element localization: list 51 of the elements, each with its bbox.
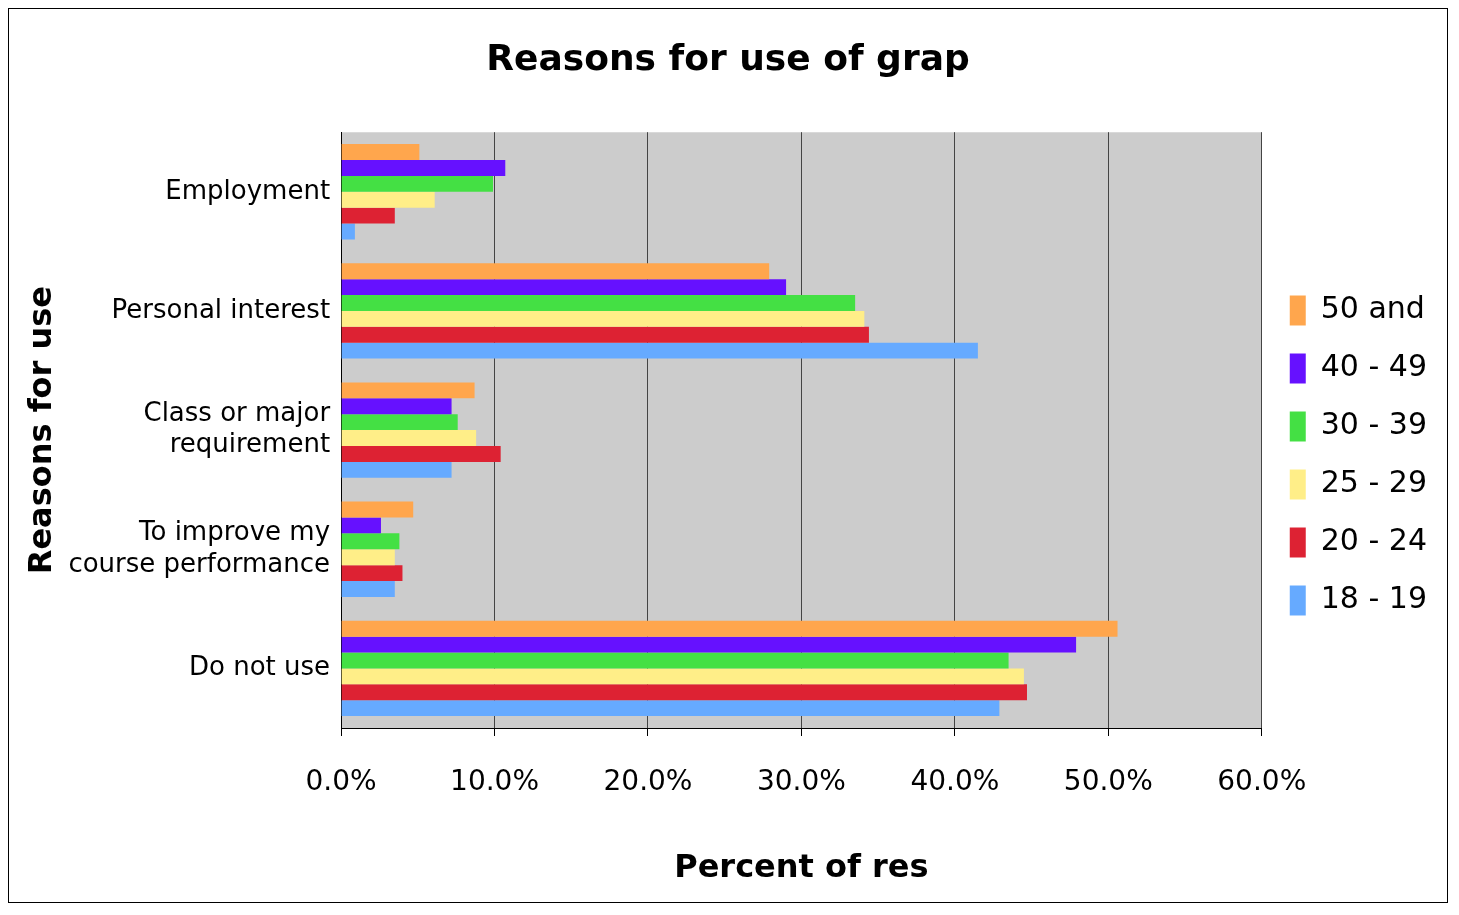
bar (341, 175, 493, 192)
bar (341, 382, 475, 399)
bar (341, 700, 1000, 717)
bar (341, 279, 787, 296)
bar (341, 652, 1009, 669)
bar (341, 461, 452, 478)
bar (341, 581, 395, 597)
legend-label: 25 - 29 (1320, 464, 1427, 500)
legend-label: 50 and (1320, 290, 1425, 326)
bar (341, 191, 435, 208)
legend-label: 30 - 39 (1320, 406, 1427, 442)
bar (341, 668, 1024, 685)
y-tick-label: Class or major requirement (143, 397, 331, 459)
bar (341, 636, 1077, 653)
bar (341, 501, 414, 518)
y-axis-title: Reasons for use (20, 285, 59, 575)
x-tick-label: 10.0% (450, 764, 540, 798)
bar (341, 414, 458, 431)
bar (341, 295, 856, 311)
bar (341, 565, 403, 582)
bar (341, 342, 978, 359)
bar (341, 310, 865, 327)
bar (341, 160, 506, 176)
x-tick-label: 60.0% (1217, 764, 1307, 798)
x-tick-label: 50.0% (1063, 764, 1153, 798)
bar (341, 549, 395, 566)
bar (341, 207, 395, 224)
bar (341, 430, 477, 446)
y-tick-label: Employment (165, 174, 331, 205)
bar (341, 533, 400, 550)
bar (341, 263, 770, 280)
bar (341, 517, 381, 534)
legend-label: 40 - 49 (1320, 348, 1427, 384)
y-tick-label: Do not use (189, 651, 331, 682)
x-tick-label: 0.0% (305, 764, 377, 798)
bar (341, 620, 1118, 637)
y-tick-label: To improve my course performance (68, 516, 331, 578)
legend-label: 18 - 19 (1320, 580, 1427, 616)
bar (341, 445, 501, 462)
x-tick-label: 30.0% (756, 764, 846, 798)
chart-title: Reasons for use of grap (486, 36, 970, 78)
bar (341, 144, 420, 160)
bar (341, 684, 1027, 701)
x-axis-title: Percent of res (674, 847, 929, 886)
x-tick-label: 40.0% (910, 764, 1000, 798)
legend-label: 20 - 24 (1320, 522, 1427, 558)
x-tick-label: 20.0% (603, 764, 693, 798)
bar (341, 223, 355, 240)
bar (341, 398, 452, 415)
y-tick-label: Personal interest (111, 293, 331, 324)
bar (341, 326, 869, 343)
